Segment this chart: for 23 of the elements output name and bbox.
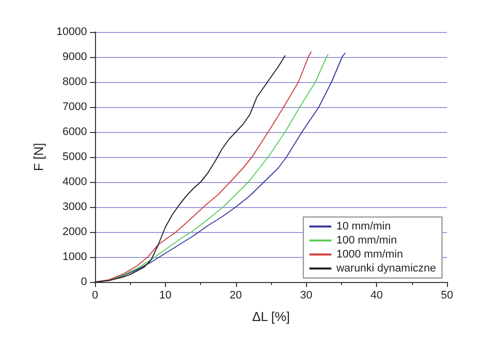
legend-label: 100 mm/min: [336, 234, 397, 246]
y-tick-label: 3000: [62, 201, 87, 213]
legend-label: 1000 mm/min: [336, 248, 403, 260]
y-axis-title: F [N]: [31, 142, 46, 172]
y-tick-label: 10000: [56, 26, 87, 38]
y-tick-label: 8000: [62, 76, 87, 88]
y-tick-label: 1000: [62, 251, 87, 263]
y-tick-label: 7000: [62, 101, 87, 113]
y-tick-label: 6000: [62, 126, 87, 138]
y-tick-label: 9000: [62, 51, 87, 63]
x-tick-label: 10: [159, 290, 172, 302]
legend-label: warunki dynamiczne: [335, 262, 436, 274]
x-tick-label: 40: [370, 290, 383, 302]
x-tick-label: 50: [440, 290, 454, 302]
x-axis-title: ΔL [%]: [252, 309, 290, 324]
y-tick-label: 2000: [62, 226, 87, 238]
x-tick-label: 20: [230, 290, 242, 302]
y-tick-label: 5000: [62, 151, 87, 163]
x-tick-label: 0: [92, 290, 98, 302]
x-tick-label: 30: [300, 290, 312, 302]
y-tick-label: 4000: [62, 176, 87, 188]
legend-label: 10 mm/min: [336, 220, 391, 232]
y-tick-label: 0: [80, 276, 87, 288]
